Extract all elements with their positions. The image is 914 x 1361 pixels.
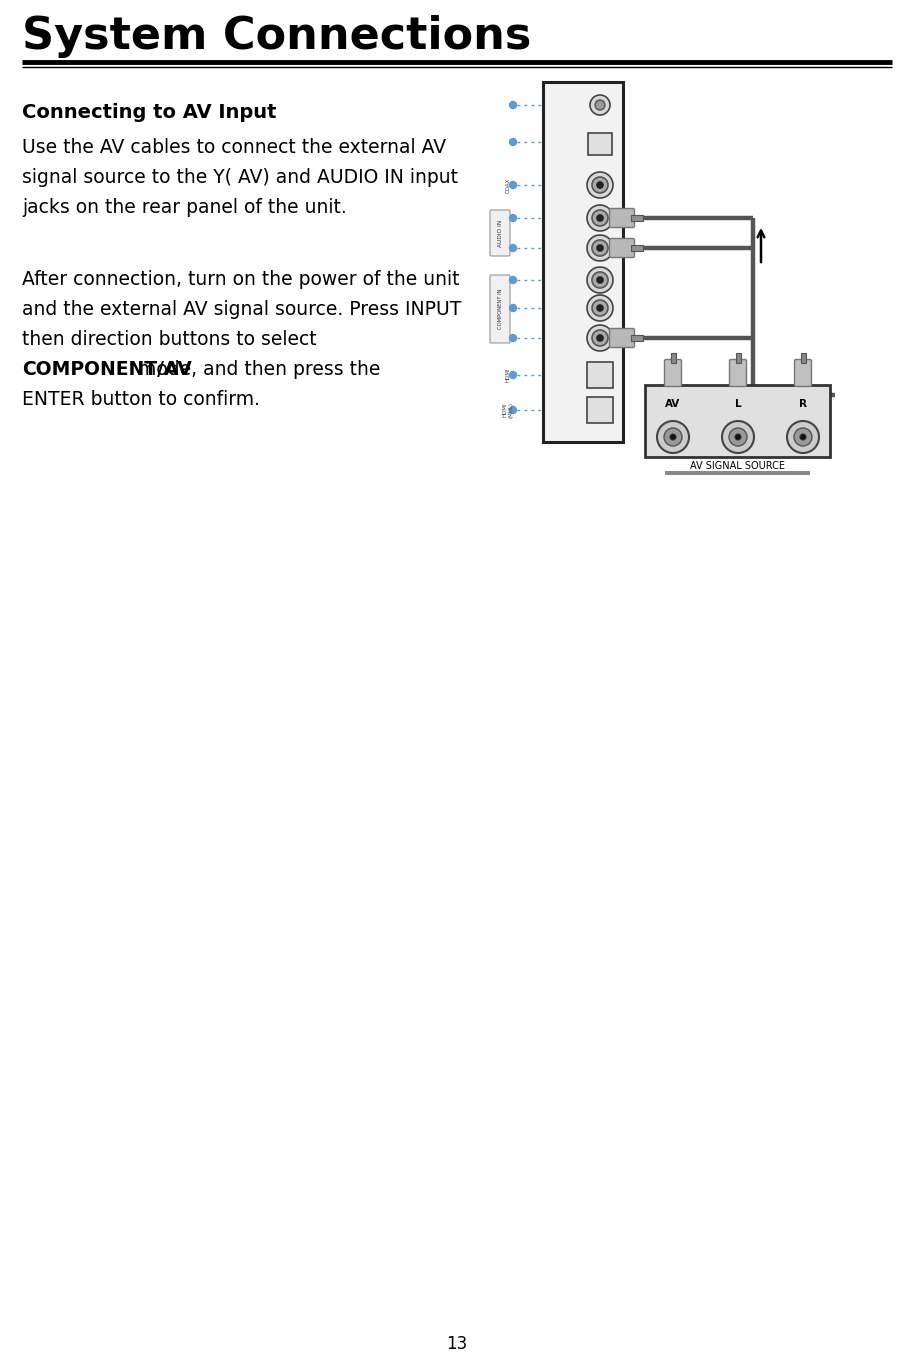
Text: L: L (735, 399, 741, 410)
Circle shape (509, 139, 516, 146)
Text: mode, and then press the: mode, and then press the (133, 361, 381, 378)
Circle shape (597, 245, 603, 250)
FancyBboxPatch shape (490, 275, 510, 343)
Circle shape (509, 276, 516, 283)
Circle shape (657, 421, 689, 453)
Circle shape (592, 210, 608, 226)
Circle shape (729, 427, 747, 446)
Circle shape (592, 329, 608, 346)
Bar (631, 335, 643, 342)
Circle shape (597, 305, 603, 312)
Bar (736, 352, 740, 363)
Text: R: R (799, 399, 807, 410)
Bar (671, 352, 675, 363)
Circle shape (592, 299, 608, 316)
Bar (645, 385, 830, 457)
FancyBboxPatch shape (610, 238, 634, 257)
FancyBboxPatch shape (729, 359, 747, 387)
Text: AV: AV (665, 399, 681, 410)
Circle shape (587, 171, 613, 197)
Text: AUDIO IN: AUDIO IN (497, 219, 503, 246)
Circle shape (597, 335, 603, 342)
Circle shape (800, 434, 806, 440)
Text: signal source to the Y( AV) and AUDIO IN input: signal source to the Y( AV) and AUDIO IN… (22, 167, 458, 186)
Circle shape (509, 102, 516, 109)
FancyBboxPatch shape (610, 208, 634, 227)
Circle shape (587, 235, 613, 261)
Circle shape (509, 305, 516, 312)
FancyBboxPatch shape (664, 359, 682, 387)
Bar (665, 471, 810, 475)
Circle shape (509, 372, 516, 378)
FancyBboxPatch shape (610, 328, 634, 347)
Text: Use the AV cables to connect the external AV: Use the AV cables to connect the externa… (22, 137, 446, 157)
Bar (543, 82, 623, 442)
Circle shape (664, 427, 682, 446)
Circle shape (592, 177, 608, 193)
Circle shape (670, 434, 676, 440)
Circle shape (597, 182, 603, 188)
Text: COMPONENT IN: COMPONENT IN (497, 289, 503, 329)
Text: HDMI
(MHL): HDMI (MHL) (503, 401, 514, 418)
Text: ENTER button to confirm.: ENTER button to confirm. (22, 391, 260, 410)
Circle shape (587, 206, 613, 231)
Bar (631, 245, 643, 250)
Text: HDMI: HDMI (505, 367, 511, 382)
Text: After connection, turn on the power of the unit: After connection, turn on the power of t… (22, 269, 460, 289)
Circle shape (595, 99, 605, 110)
Text: COMPONENT/AV: COMPONENT/AV (22, 361, 192, 378)
Bar (587, 397, 613, 423)
Text: AV SIGNAL SOURCE: AV SIGNAL SOURCE (690, 461, 785, 471)
Circle shape (509, 181, 516, 189)
Circle shape (592, 240, 608, 256)
Text: 13: 13 (446, 1335, 468, 1353)
Circle shape (587, 325, 613, 351)
Circle shape (722, 421, 754, 453)
FancyBboxPatch shape (794, 359, 812, 387)
Circle shape (509, 215, 516, 222)
Bar (801, 352, 805, 363)
Circle shape (509, 335, 516, 342)
Bar (588, 133, 612, 155)
Text: System Connections: System Connections (22, 15, 531, 59)
Text: COAX: COAX (505, 177, 511, 193)
Circle shape (590, 95, 610, 114)
Circle shape (509, 245, 516, 252)
Circle shape (592, 272, 608, 289)
Circle shape (587, 295, 613, 321)
Circle shape (597, 215, 603, 220)
Circle shape (597, 278, 603, 283)
Circle shape (794, 427, 812, 446)
Circle shape (587, 267, 613, 293)
Circle shape (787, 421, 819, 453)
Bar (587, 362, 613, 388)
Text: jacks on the rear panel of the unit.: jacks on the rear panel of the unit. (22, 197, 346, 216)
Text: Connecting to AV Input: Connecting to AV Input (22, 103, 277, 122)
Bar (631, 215, 643, 220)
Circle shape (509, 407, 516, 414)
Text: and the external AV signal source. Press INPUT: and the external AV signal source. Press… (22, 299, 462, 318)
FancyBboxPatch shape (490, 210, 510, 256)
Circle shape (735, 434, 741, 440)
Text: then direction buttons to select: then direction buttons to select (22, 329, 316, 348)
